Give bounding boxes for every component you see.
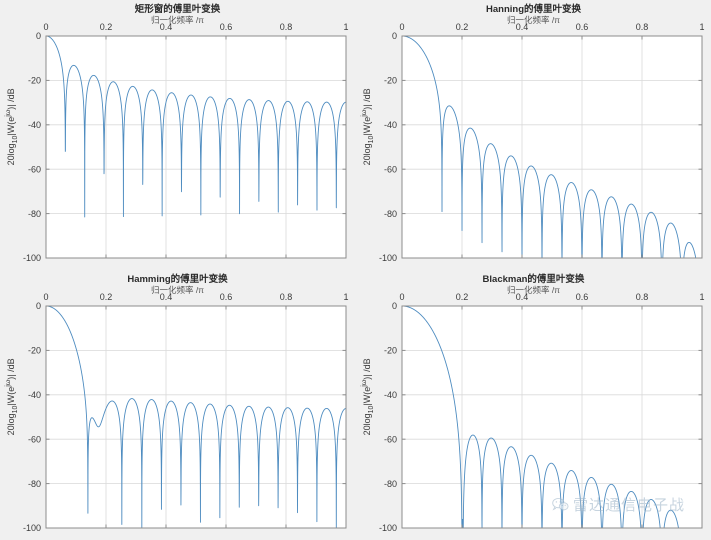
- plot-area-rectangular: 0 0.2 0.4 0.6 0.8 1 0 -20 -40 -60 -80 -100: [23, 22, 349, 263]
- plot-area-blackman: 0 0.2 0.4 0.6 0.8 1 0 -20 -40 -60 -80 -100: [379, 292, 705, 533]
- svg-text:-60: -60: [28, 164, 41, 174]
- svg-text:-80: -80: [28, 209, 41, 219]
- panel-title: Hamming的傅里叶变换: [127, 274, 228, 285]
- svg-text:-40: -40: [384, 120, 397, 130]
- svg-text:-40: -40: [28, 390, 41, 400]
- svg-text:-80: -80: [28, 479, 41, 489]
- panel-title: 矩形窗的傅里叶变换: [134, 4, 221, 15]
- svg-text:0.6: 0.6: [576, 292, 589, 302]
- svg-text:-20: -20: [384, 346, 397, 356]
- plot-area-hanning: 0 0.2 0.4 0.6 0.8 1 0 -20 -40 -60 -80 -100: [379, 22, 705, 263]
- panel-blackman: Blackman的傅里叶变换 归一化频率 /π 20log10|W(ejω)| …: [356, 270, 711, 540]
- svg-text:-60: -60: [384, 164, 397, 174]
- svg-text:0: 0: [43, 22, 48, 32]
- panel-subtitle: 归一化频率 /π: [150, 285, 205, 295]
- panel-rectangular: 矩形窗的傅里叶变换 归一化频率 /π 20log10|W(ejω)| /dB 0…: [0, 0, 355, 270]
- panel-title: Blackman的傅里叶变换: [482, 274, 585, 285]
- panel-title: Hanning的傅里叶变换: [486, 4, 581, 15]
- svg-text:0: 0: [43, 292, 48, 302]
- svg-text:0.8: 0.8: [636, 292, 649, 302]
- svg-text:-40: -40: [28, 120, 41, 130]
- svg-text:-80: -80: [384, 209, 397, 219]
- svg-text:0.4: 0.4: [160, 292, 173, 302]
- svg-text:0.4: 0.4: [516, 22, 529, 32]
- svg-text:-60: -60: [384, 434, 397, 444]
- svg-text:-100: -100: [23, 523, 41, 533]
- svg-text:0: 0: [399, 292, 404, 302]
- svg-text:0.4: 0.4: [516, 292, 529, 302]
- svg-text:0.8: 0.8: [636, 22, 649, 32]
- svg-text:0.4: 0.4: [160, 22, 173, 32]
- svg-text:-100: -100: [379, 523, 397, 533]
- svg-text:0.2: 0.2: [456, 22, 469, 32]
- svg-text:1: 1: [699, 22, 704, 32]
- svg-text:1: 1: [343, 22, 348, 32]
- svg-text:0: 0: [36, 31, 41, 41]
- svg-text:0.6: 0.6: [576, 22, 589, 32]
- svg-text:-80: -80: [384, 479, 397, 489]
- svg-text:1: 1: [343, 292, 348, 302]
- svg-text:-20: -20: [28, 76, 41, 86]
- svg-text:-60: -60: [28, 434, 41, 444]
- svg-text:0.2: 0.2: [456, 292, 469, 302]
- svg-text:-20: -20: [384, 76, 397, 86]
- svg-text:-100: -100: [379, 253, 397, 263]
- svg-text:0.8: 0.8: [280, 292, 293, 302]
- panel-hanning: Hanning的傅里叶变换 归一化频率 /π 20log10|W(ejω)| /…: [356, 0, 711, 270]
- panel-subtitle: 归一化频率 /π: [506, 15, 561, 25]
- svg-text:0.2: 0.2: [100, 292, 113, 302]
- svg-text:-20: -20: [28, 346, 41, 356]
- panel-subtitle: 归一化频率 /π: [150, 15, 205, 25]
- svg-text:0: 0: [392, 31, 397, 41]
- plot-area-hamming: 0 0.2 0.4 0.6 0.8 1 0 -20 -40 -60 -80 -100: [23, 292, 349, 533]
- svg-text:-100: -100: [23, 253, 41, 263]
- svg-text:0.6: 0.6: [220, 292, 233, 302]
- svg-text:0.8: 0.8: [280, 22, 293, 32]
- svg-text:0.2: 0.2: [100, 22, 113, 32]
- svg-text:0: 0: [392, 301, 397, 311]
- svg-text:1: 1: [699, 292, 704, 302]
- svg-text:0.6: 0.6: [220, 22, 233, 32]
- panel-hamming: Hamming的傅里叶变换 归一化频率 /π 20log10|W(ejω)| /…: [0, 270, 355, 540]
- svg-text:0: 0: [36, 301, 41, 311]
- panel-subtitle: 归一化频率 /π: [506, 285, 561, 295]
- svg-text:-40: -40: [384, 390, 397, 400]
- svg-text:0: 0: [399, 22, 404, 32]
